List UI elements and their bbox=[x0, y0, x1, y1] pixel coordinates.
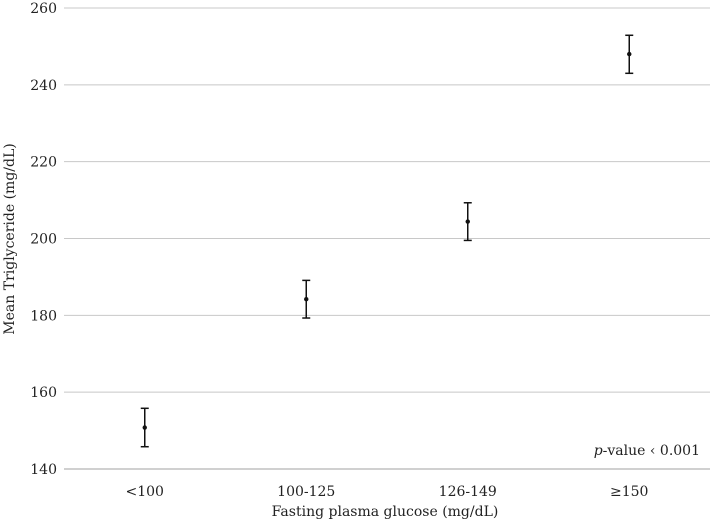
data-point-group bbox=[463, 202, 472, 242]
p-value-text: -value ‹ 0.001 bbox=[603, 443, 700, 459]
y-tick-label: 140 bbox=[30, 462, 57, 478]
y-tick-label: 240 bbox=[30, 78, 57, 94]
y-tick-label: 160 bbox=[30, 385, 57, 401]
data-point-group bbox=[625, 34, 634, 75]
data-marks bbox=[140, 34, 634, 448]
y-axis-title: Mean Triglyceride (mg/dL) bbox=[2, 143, 18, 334]
x-axis-ticks: <100 100-125 126-149 ≥150 bbox=[126, 484, 649, 500]
data-point-group bbox=[302, 279, 311, 319]
p-value-annotation: p-value ‹ 0.001 bbox=[594, 443, 700, 459]
y-tick-label: 220 bbox=[30, 155, 57, 171]
data-point bbox=[627, 51, 632, 57]
p-value-symbol: p bbox=[594, 443, 603, 459]
data-point-group bbox=[140, 407, 149, 448]
data-point bbox=[142, 425, 147, 430]
y-tick-label: 180 bbox=[30, 308, 57, 324]
data-point bbox=[304, 296, 309, 302]
x-tick-label: ≥150 bbox=[610, 484, 648, 500]
x-tick-label: 126-149 bbox=[439, 484, 497, 500]
x-tick-label: 100-125 bbox=[277, 484, 335, 500]
y-tick-label: 200 bbox=[30, 232, 57, 248]
y-tick-label: 260 bbox=[30, 1, 57, 17]
y-axis-ticks: 140 160 180 200 220 240 260 bbox=[30, 1, 57, 478]
data-point bbox=[465, 219, 470, 224]
x-tick-label: <100 bbox=[126, 484, 164, 500]
gridlines bbox=[64, 7, 710, 470]
x-axis-title: Fasting plasma glucose (mg/dL) bbox=[272, 504, 499, 520]
